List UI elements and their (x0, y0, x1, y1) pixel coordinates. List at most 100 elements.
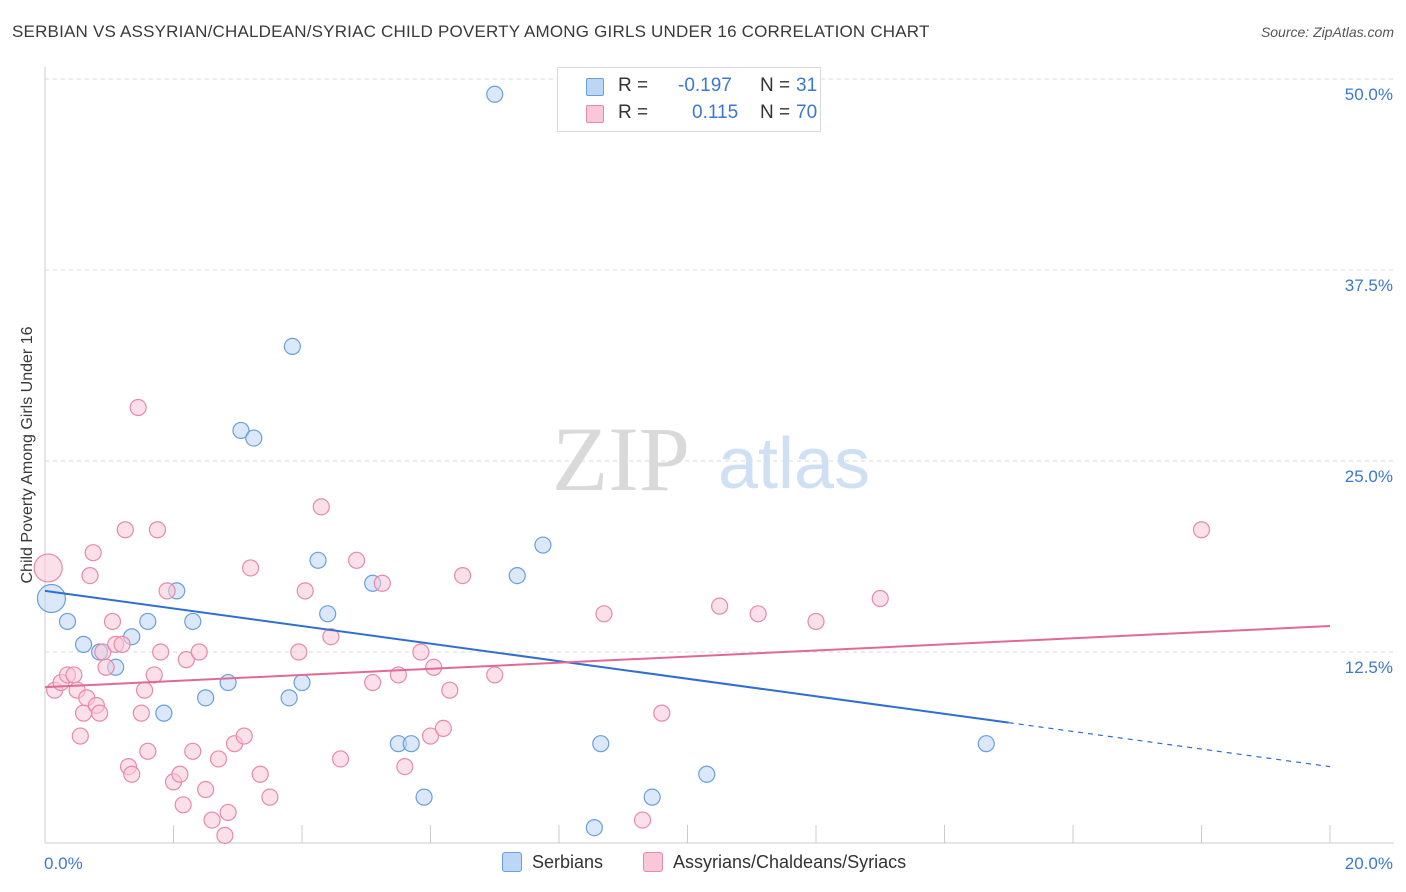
serbian-point (280, 689, 298, 707)
assyrian-point (331, 750, 350, 768)
assyrian-point (595, 605, 613, 623)
assyrian-point (441, 681, 459, 699)
assyrian-point (190, 643, 208, 661)
bottom-legend-label-serbians: Serbians (532, 852, 604, 872)
assyrian-point (177, 651, 195, 669)
legend: R = -0.197 N = 31 R = 0.115 N = 70 (557, 67, 821, 132)
assyrian-point (158, 582, 176, 600)
legend-n-label: N = (760, 75, 791, 96)
serbian-point (184, 612, 202, 631)
assyrian-point (296, 582, 314, 600)
bottom-legend-swatch-assyrians (643, 852, 663, 872)
chart-title: SERBIAN VS ASSYRIAN/CHALDEAN/SYRIAC CHIL… (12, 22, 930, 41)
axis-layer (44, 67, 1394, 844)
legend-r-label: R = (618, 102, 649, 123)
assyrian-point (116, 521, 134, 539)
assyrian-point (84, 544, 102, 562)
assyrian-point (373, 574, 391, 592)
legend-n-label: N = (760, 102, 791, 123)
assyrian-point (132, 704, 150, 722)
assyrian-point (425, 658, 443, 676)
assyrian-point (171, 765, 189, 783)
assyrian-point (145, 666, 163, 684)
assyrian-point (348, 551, 366, 569)
y-tick-label: 37.5% (1345, 276, 1393, 295)
assyrian-point (123, 765, 141, 783)
assyrian-point (139, 742, 157, 760)
assyrian-point (216, 826, 234, 844)
points-layer (33, 85, 1211, 844)
assyrian-point (135, 681, 154, 699)
assyrian-point (412, 643, 430, 661)
serbian-point (74, 635, 93, 653)
assyrian-point (711, 597, 729, 615)
assyrian-point (33, 553, 63, 583)
tick-labels: 12.5% 25.0% 37.5% 50.0% 0.0% 20.0% (44, 85, 1393, 873)
assyrian-point (219, 803, 237, 822)
legend-r-value-assyrians: 0.115 (692, 102, 739, 123)
watermark: ZIP atlas (552, 408, 870, 510)
x-tick-label-max: 20.0% (1345, 854, 1393, 873)
serbian-point (283, 337, 301, 355)
legend-r-label: R = (618, 75, 649, 96)
source-label: Source: ZipAtlas.com (1260, 24, 1394, 40)
assyrian-point (129, 398, 147, 417)
bottom-legend-serbians: Serbians (502, 852, 603, 873)
serbian-point (293, 673, 311, 692)
assyrian-point (184, 742, 202, 760)
assyrian-point (203, 811, 221, 829)
assyrian-point (242, 559, 260, 577)
serbian-point (36, 583, 67, 614)
trend-layer (44, 589, 1331, 768)
assyrian-point (97, 658, 115, 676)
legend-swatch-assyrians (586, 105, 604, 123)
serbian-point (155, 704, 173, 722)
legend-n-value-assyrians: 70 (796, 102, 818, 123)
serbian-point (58, 612, 77, 631)
serbian-point (698, 765, 716, 783)
legend-swatch-serbians (586, 78, 604, 96)
assyrian-point (871, 589, 889, 608)
assyrian-point (322, 628, 340, 646)
assyrian-point (65, 666, 83, 684)
serbian-point (197, 689, 215, 707)
watermark-zip: ZIP (552, 408, 690, 510)
serbian-point (232, 421, 250, 440)
assyrian-point (71, 727, 89, 745)
assyrian-point (103, 612, 122, 631)
serbian-point (139, 612, 157, 631)
y-tick-label: 25.0% (1345, 467, 1393, 486)
assyrian-point (81, 566, 99, 585)
assyrian-point (290, 643, 308, 661)
assyrian-point (312, 498, 330, 516)
legend-r-value-serbians: -0.197 (678, 75, 732, 96)
serbian-point (319, 605, 337, 623)
assyrian-trend-line (44, 625, 1331, 689)
y-tick-label: 12.5% (1345, 658, 1393, 677)
serbian-point (508, 566, 526, 585)
serbian-point (486, 85, 504, 103)
serbian-point (309, 551, 327, 569)
serbian-point (585, 819, 603, 837)
assyrian-point (91, 704, 109, 722)
serbian-point (219, 673, 237, 692)
assyrian-point (1192, 521, 1211, 539)
y-tick-label: 50.0% (1345, 85, 1393, 104)
serbian-point (245, 429, 263, 447)
assyrian-point (209, 750, 228, 768)
assyrian-point (454, 566, 472, 585)
serbian-point (977, 735, 995, 753)
bottom-legend-label-assyrians: Assyrians/Chaldeans/Syriacs (673, 852, 907, 872)
assyrian-point (486, 666, 504, 684)
serbian-point (534, 536, 552, 554)
assyrian-point (364, 673, 382, 692)
bottom-legend-assyrians: Assyrians/Chaldeans/Syriacs (643, 852, 906, 873)
assyrian-point (396, 757, 414, 776)
watermark-atlas: atlas (718, 424, 870, 504)
assyrian-point (653, 704, 671, 722)
assyrian-point (749, 605, 767, 623)
assyrian-point (113, 635, 131, 653)
serbian-trend-extension (1008, 722, 1331, 768)
x-tick-label-min: 0.0% (44, 854, 83, 873)
assyrian-point (152, 643, 170, 661)
